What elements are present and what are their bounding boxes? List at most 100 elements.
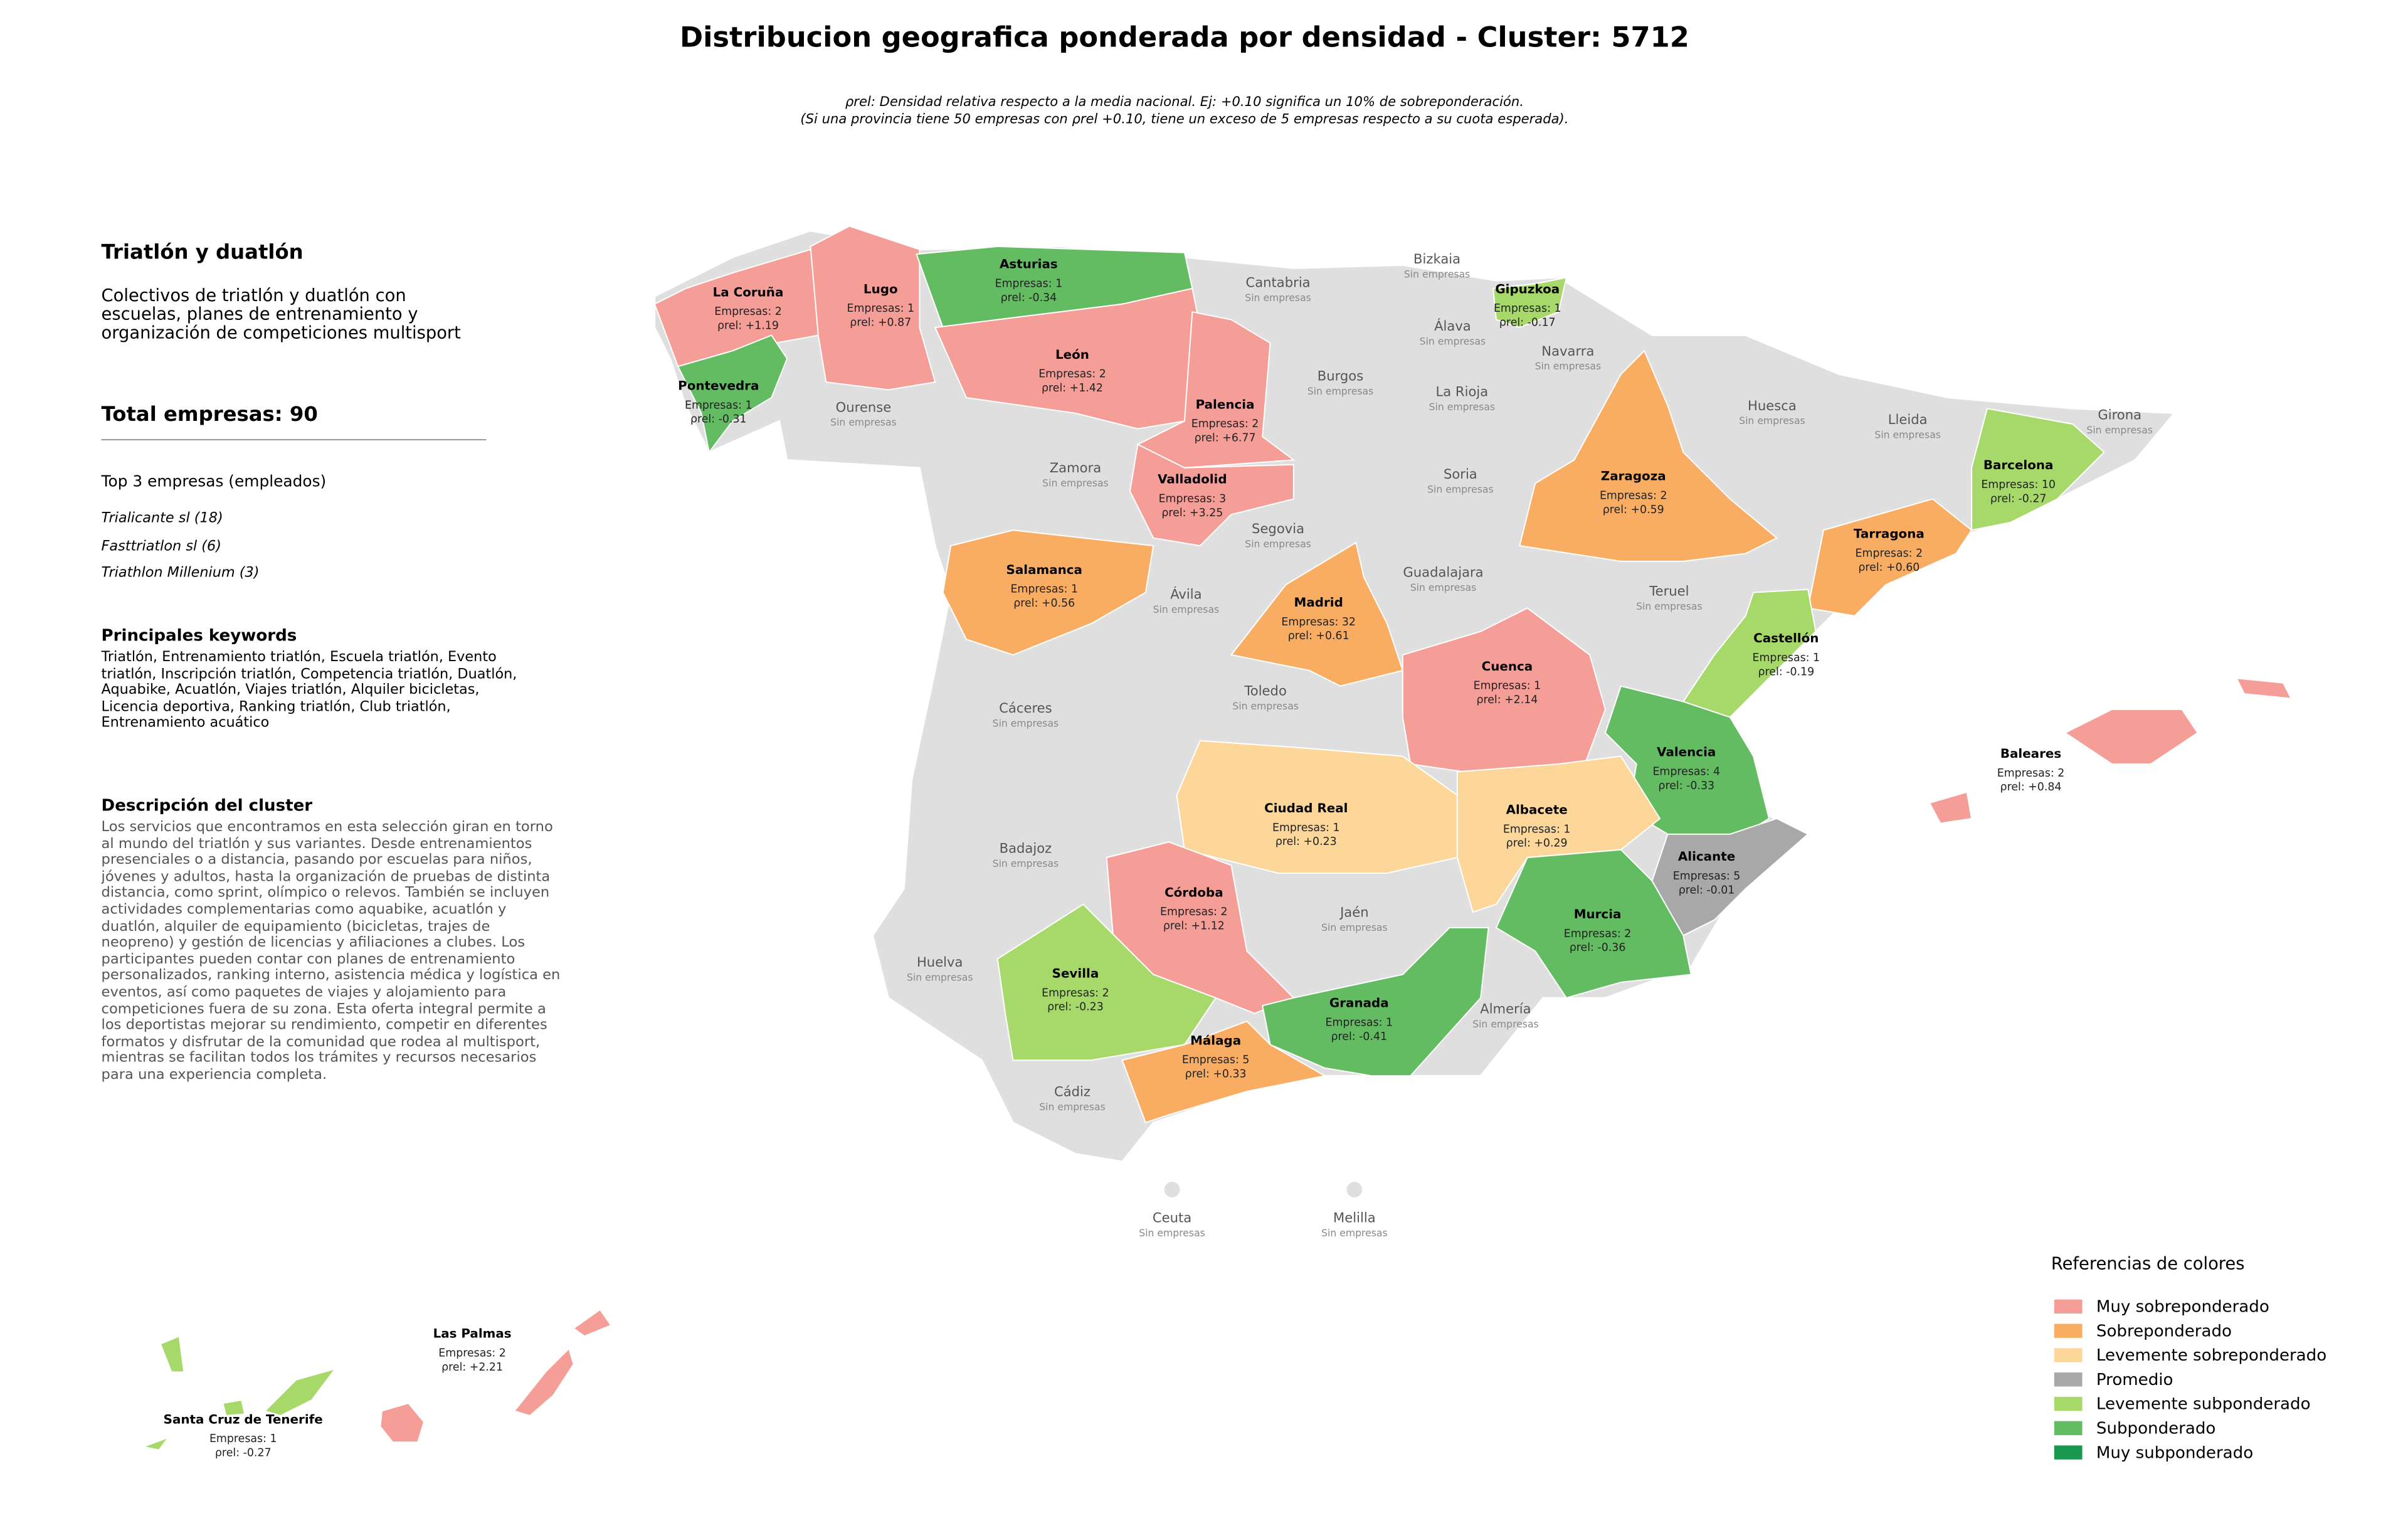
province-companies: Sin empresas <box>1410 581 1477 593</box>
province-companies: Empresas: 1 <box>1494 302 1561 315</box>
province-name: Ourense <box>836 399 892 415</box>
province-shape <box>159 1335 185 1373</box>
province-name: Zamora <box>1050 460 1102 475</box>
province-companies: Empresas: 2 <box>1160 906 1228 918</box>
province-rho: ρrel: -0.36 <box>1570 942 1626 954</box>
province-shape <box>2064 709 2199 765</box>
province-name: Cádiz <box>1054 1083 1090 1099</box>
province-rho: ρrel: +0.56 <box>1013 597 1075 610</box>
description: Los servicios que encontramos en esta se… <box>101 820 561 1084</box>
province-rho: ρrel: +0.61 <box>1288 630 1349 642</box>
province-name: Ceuta <box>1153 1210 1191 1226</box>
province-name: Jaén <box>1339 905 1369 920</box>
legend-label: Subponderado <box>2096 1419 2215 1438</box>
province-companies: Sin empresas <box>1739 415 1805 427</box>
province-rho: ρrel: -0.34 <box>1001 292 1057 304</box>
province-shape <box>1971 408 2105 531</box>
legend-swatch <box>2054 1348 2083 1362</box>
province-companies: Sin empresas <box>1429 401 1496 413</box>
province-rho: ρrel: +1.42 <box>1042 382 1103 395</box>
province-companies: Sin empresas <box>830 416 897 428</box>
province-name: Valencia <box>1657 745 1716 760</box>
province-companies: Empresas: 1 <box>685 399 752 411</box>
province-name: Castellón <box>1753 631 1819 645</box>
province-shape <box>1262 926 1489 1077</box>
province-companies: Empresas: 1 <box>1753 652 1820 664</box>
province-rho: ρrel: -0.17 <box>1499 317 1556 329</box>
legend-label: Muy sobreponderado <box>2096 1298 2269 1317</box>
province-companies: Sin empresas <box>1042 477 1109 489</box>
keywords-title: Principales keywords <box>102 627 297 645</box>
province-companies: Sin empresas <box>1420 335 1486 347</box>
province-companies: Empresas: 1 <box>1272 822 1340 834</box>
province-companies: Empresas: 1 <box>1474 680 1541 692</box>
province-companies: Sin empresas <box>1245 292 1311 304</box>
province-shape <box>222 1399 246 1416</box>
province-shape <box>810 225 936 391</box>
legend-swatch <box>2054 1372 2083 1387</box>
province-companies: Sin empresas <box>1245 538 1311 550</box>
province-name: Burgos <box>1318 368 1363 384</box>
top-item: Triathlon Millenium (3) <box>102 565 260 581</box>
top-item: Trialicante sl (18) <box>102 510 223 526</box>
province-rho: ρrel: +1.19 <box>717 320 779 332</box>
province-name: Huelva <box>917 954 963 970</box>
province-companies: Empresas: 1 <box>1010 583 1078 596</box>
province-shape <box>1402 607 1607 777</box>
province-companies: Empresas: 2 <box>438 1347 506 1359</box>
province-name: Asturias <box>1000 257 1058 272</box>
keywords-box: Triatlón, Entrenamiento triatlón, Escuel… <box>101 650 517 732</box>
province-name: Palencia <box>1196 397 1255 411</box>
province-rho: ρrel: +0.59 <box>1603 504 1664 516</box>
province-name: Huesca <box>1748 398 1797 413</box>
province-shape <box>1495 849 1692 999</box>
province-name: Cuenca <box>1482 659 1533 674</box>
province-name: Guadalajara <box>1403 565 1483 580</box>
province-companies: Sin empresas <box>1232 700 1299 712</box>
province-rho: ρrel: +1.12 <box>1163 920 1225 932</box>
province-rho: ρrel: +2.21 <box>441 1361 503 1374</box>
province-rho: ρrel: +0.23 <box>1275 836 1337 848</box>
province-name: Pontevedra <box>678 378 759 393</box>
province-companies: Sin empresas <box>1139 1227 1205 1239</box>
province-companies: Empresas: 1 <box>209 1433 277 1445</box>
province-name: Badajoz <box>1000 841 1052 856</box>
subtitle: ρrel: Densidad relativa respecto a la me… <box>845 93 1524 109</box>
province-name: Sevilla <box>1052 967 1099 981</box>
province-name: Girona <box>2098 407 2141 423</box>
province-companies: Sin empresas <box>907 971 973 983</box>
province-rho: ρrel: -0.19 <box>1758 666 1814 678</box>
province-rho: ρrel: +6.77 <box>1195 432 1256 445</box>
province-companies: Empresas: 1 <box>1326 1017 1393 1029</box>
province-name: Santa Cruz de Tenerife <box>164 1412 323 1426</box>
province-name: Melilla <box>1333 1210 1376 1226</box>
province-name: Soria <box>1444 466 1477 482</box>
legend-swatch <box>2054 1299 2083 1314</box>
province-shape <box>1129 443 1294 547</box>
province-rho: ρrel: -0.33 <box>1658 780 1714 792</box>
province-name: Ciudad Real <box>1264 801 1348 815</box>
province-companies: Sin empresas <box>1472 1018 1539 1030</box>
province-name: Tarragona <box>1854 527 1925 541</box>
province-name: Alicante <box>1678 849 1735 864</box>
province-rho: ρrel: -0.01 <box>1679 884 1735 896</box>
province-companies: Empresas: 5 <box>1673 870 1741 883</box>
province-rho: ρrel: -0.41 <box>1331 1031 1387 1043</box>
province-companies: Sin empresas <box>1874 429 1941 441</box>
legend-swatch <box>2054 1324 2083 1338</box>
province-name: Granada <box>1329 996 1389 1011</box>
title: Distribucion geografica ponderada por de… <box>680 21 1689 54</box>
province-name: Teruel <box>1649 583 1689 599</box>
province-companies: Sin empresas <box>1535 360 1602 372</box>
province-name: Lugo <box>863 282 898 296</box>
province-rho: ρrel: +0.33 <box>1185 1068 1247 1081</box>
province-name: Albacete <box>1506 803 1568 817</box>
province-shape <box>572 1308 612 1337</box>
province-name: Segovia <box>1252 521 1304 536</box>
province-companies: Sin empresas <box>1636 600 1703 612</box>
keywords: Triatlón, Entrenamiento triatlón, Escuel… <box>101 650 517 732</box>
legend-swatch <box>2054 1396 2083 1411</box>
province-labels: La Coruña Empresas: 2 ρrel: +1.19 Lugo Empre… <box>164 251 2153 1459</box>
province-companies: Sin empresas <box>1404 268 1471 280</box>
